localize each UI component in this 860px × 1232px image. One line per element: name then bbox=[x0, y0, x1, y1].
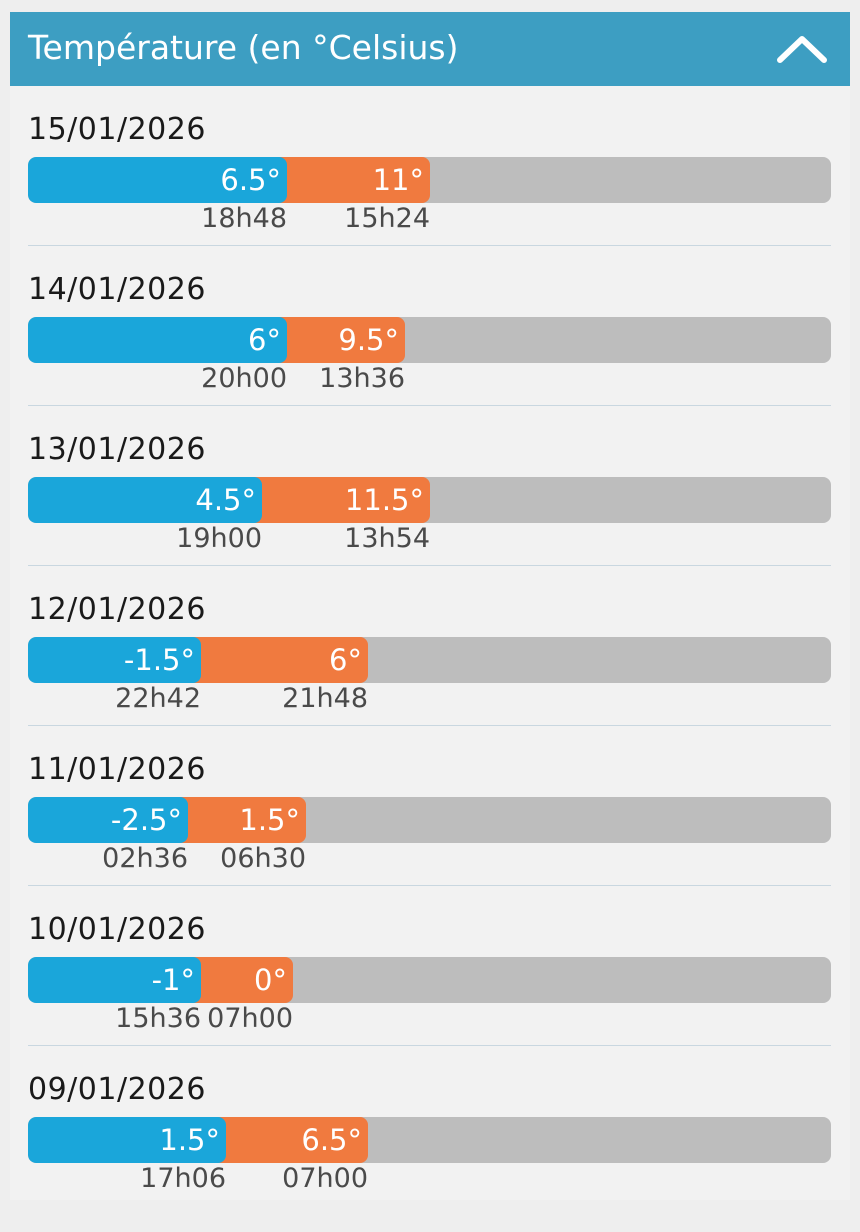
min-temperature-bar bbox=[28, 957, 201, 1003]
max-temperature-bar bbox=[216, 1117, 368, 1163]
min-temperature-bar bbox=[28, 1117, 226, 1163]
min-temperature-bar bbox=[28, 157, 287, 203]
day-row[interactable]: 13/01/2026 4.5° 11.5° 19h00 13h54 bbox=[10, 432, 850, 592]
min-temperature-value: -2.5° bbox=[110, 803, 182, 837]
temperature-bar: 1.5° 6.5° bbox=[28, 1117, 831, 1163]
temperature-panel: Température (en °Celsius) 15/01/2026 6.5°… bbox=[10, 12, 850, 1200]
row-divider bbox=[28, 405, 831, 406]
max-temperature-time: 15h24 bbox=[344, 203, 430, 234]
min-temperature-time: 02h36 bbox=[102, 843, 188, 874]
panel-title: Température (en °Celsius) bbox=[28, 28, 459, 67]
min-temperature-time: 17h06 bbox=[140, 1163, 226, 1194]
max-temperature-bar bbox=[277, 317, 405, 363]
min-temperature-time: 20h00 bbox=[201, 363, 287, 394]
min-temperature-value: 1.5° bbox=[159, 1123, 220, 1157]
panel-header[interactable]: Température (en °Celsius) bbox=[10, 12, 850, 86]
day-row[interactable]: 12/01/2026 -1.5° 6° 22h42 21h48 bbox=[10, 592, 850, 752]
max-temperature-value: 11° bbox=[372, 163, 424, 197]
min-temperature-bar bbox=[28, 317, 287, 363]
min-temperature-value: 6.5° bbox=[220, 163, 281, 197]
min-temperature-bar bbox=[28, 637, 201, 683]
min-temperature-time: 18h48 bbox=[201, 203, 287, 234]
min-temperature-time: 15h36 bbox=[115, 1003, 201, 1034]
row-divider bbox=[28, 245, 831, 246]
min-temperature-bar bbox=[28, 797, 188, 843]
max-temperature-time: 21h48 bbox=[282, 683, 368, 714]
max-temperature-time: 07h00 bbox=[282, 1163, 368, 1194]
max-temperature-bar bbox=[191, 957, 293, 1003]
min-temperature-time: 22h42 bbox=[115, 683, 201, 714]
day-row[interactable]: 10/01/2026 -1° 0° 15h36 07h00 bbox=[10, 912, 850, 1072]
max-temperature-time: 06h30 bbox=[220, 843, 306, 874]
temperature-bar: 6.5° 11° bbox=[28, 157, 831, 203]
row-divider bbox=[28, 565, 831, 566]
day-date: 12/01/2026 bbox=[28, 592, 206, 627]
max-temperature-value: 0° bbox=[254, 963, 287, 997]
day-date: 11/01/2026 bbox=[28, 752, 206, 787]
day-row[interactable]: 15/01/2026 6.5° 11° 18h48 15h24 bbox=[10, 112, 850, 272]
min-temperature-time: 19h00 bbox=[176, 523, 262, 554]
day-date: 15/01/2026 bbox=[28, 112, 206, 147]
min-temperature-value: -1° bbox=[151, 963, 195, 997]
temperature-bar: 6° 9.5° bbox=[28, 317, 831, 363]
day-row[interactable]: 11/01/2026 -2.5° 1.5° 02h36 06h30 bbox=[10, 752, 850, 912]
day-date: 14/01/2026 bbox=[28, 272, 206, 307]
max-temperature-bar bbox=[277, 157, 430, 203]
row-divider bbox=[28, 885, 831, 886]
collapse-button[interactable] bbox=[764, 20, 840, 78]
max-temperature-bar bbox=[252, 477, 430, 523]
max-temperature-value: 6.5° bbox=[301, 1123, 362, 1157]
min-temperature-value: 6° bbox=[248, 323, 281, 357]
min-temperature-value: -1.5° bbox=[123, 643, 195, 677]
max-temperature-time: 07h00 bbox=[207, 1003, 293, 1034]
min-temperature-value: 4.5° bbox=[195, 483, 256, 517]
max-temperature-value: 11.5° bbox=[344, 483, 424, 517]
min-temperature-bar bbox=[28, 477, 262, 523]
day-row[interactable]: 09/01/2026 1.5° 6.5° 17h06 07h00 bbox=[10, 1072, 850, 1232]
max-temperature-value: 9.5° bbox=[338, 323, 399, 357]
day-date: 13/01/2026 bbox=[28, 432, 206, 467]
temperature-bar: -1.5° 6° bbox=[28, 637, 831, 683]
max-temperature-time: 13h54 bbox=[344, 523, 430, 554]
max-temperature-bar bbox=[191, 637, 368, 683]
max-temperature-bar bbox=[178, 797, 306, 843]
max-temperature-value: 1.5° bbox=[239, 803, 300, 837]
temperature-bar: -2.5° 1.5° bbox=[28, 797, 831, 843]
day-row[interactable]: 14/01/2026 6° 9.5° 20h00 13h36 bbox=[10, 272, 850, 432]
row-divider bbox=[28, 725, 831, 726]
max-temperature-value: 6° bbox=[329, 643, 362, 677]
max-temperature-time: 13h36 bbox=[319, 363, 405, 394]
temperature-bar: 4.5° 11.5° bbox=[28, 477, 831, 523]
row-divider bbox=[28, 1045, 831, 1046]
day-date: 09/01/2026 bbox=[28, 1072, 206, 1107]
chevron-up-icon bbox=[777, 36, 827, 63]
temperature-bar: -1° 0° bbox=[28, 957, 831, 1003]
day-date: 10/01/2026 bbox=[28, 912, 206, 947]
